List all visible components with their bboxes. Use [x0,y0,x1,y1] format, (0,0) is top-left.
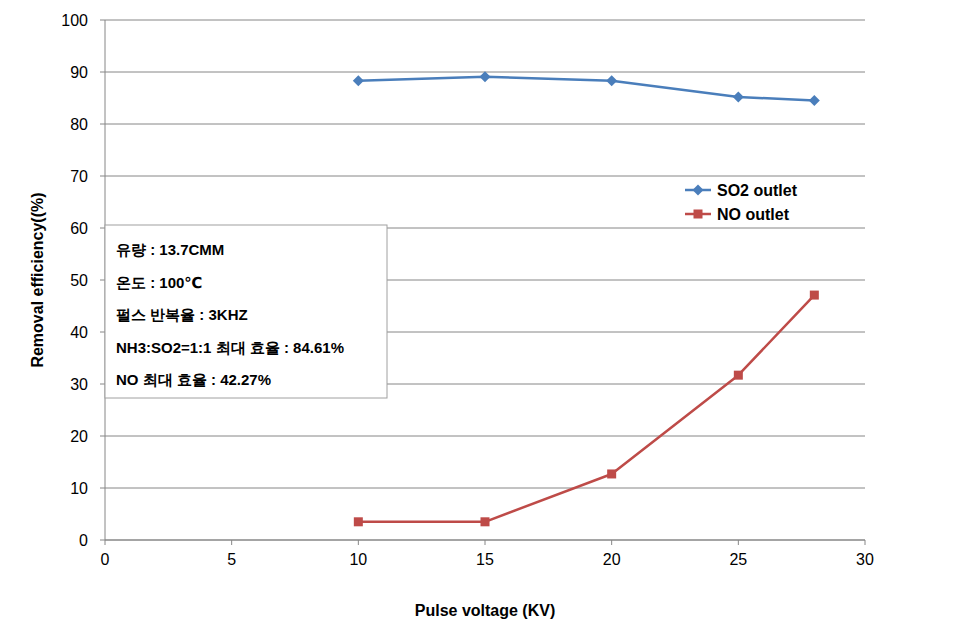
x-tick [358,540,359,545]
y-tick [100,332,105,333]
grid-line [105,124,865,125]
series-marker [353,75,364,86]
y-tick-label: 10 [70,480,88,497]
y-tick [100,280,105,281]
plot-marks [353,71,820,526]
y-tick-label: 20 [70,428,88,445]
y-tick-label: 90 [70,64,88,81]
x-axis-label: Pulse voltage (KV) [415,602,555,619]
annotation-text: 유량 : 13.7CMM [116,241,224,258]
x-tick-label: 30 [856,551,874,568]
y-tick [100,20,105,21]
y-tick [100,540,105,541]
y-tick-label: 100 [61,12,88,29]
grid-line [105,436,865,437]
chart: 0 10 20 30 40 50 60 70 80 90 100 0 5 10 15 20 25 30 Pulse … [0,0,980,641]
y-axis-label: Removal efficiency((%) [29,192,46,367]
y-tick [100,124,105,125]
x-tick [611,540,612,545]
annotation-text: 온도 : 100℃ [116,274,203,291]
grid-line [105,488,865,489]
series-marker [354,517,363,526]
x-tick [231,540,232,545]
x-tick-label: 25 [729,551,747,568]
y-tick-label: 30 [70,376,88,393]
y-tick-label: 70 [70,168,88,185]
annotation-frame [105,225,387,398]
annotation-text: 펄스 반복율 : 3KHZ [116,306,248,323]
y-tick-label: 0 [79,532,88,549]
y-tick-label: 40 [70,324,88,341]
grid-line [105,176,865,177]
series-marker [809,95,820,106]
series-marker [607,469,616,478]
legend: SO2 outlet NO outlet [685,182,798,223]
x-tick-label: 10 [349,551,367,568]
series-line [358,295,814,522]
background [0,0,980,641]
annotation-box: 유량 : 13.7CMM 온도 : 100℃ 펄스 반복율 : 3KHZ NH3:SO… [105,225,387,398]
x-tick-label: 15 [476,551,494,568]
y-tick-label: 60 [70,220,88,237]
series-marker [606,75,617,86]
series-marker [481,517,490,526]
y-tick-label: 50 [70,272,88,289]
y-tick [100,228,105,229]
legend-marker [694,210,703,219]
legend-label: SO2 outlet [717,182,798,199]
y-tick [100,436,105,437]
y-tick [100,384,105,385]
annotation-text: NH3:SO2=1:1 최대 효율 : 84.61% [116,339,344,356]
series-marker [733,91,744,102]
y-tick [100,176,105,177]
x-tick [105,540,106,545]
y-tick-label: 80 [70,116,88,133]
series-marker [480,71,491,82]
x-axis [105,540,865,541]
x-tick-label: 20 [603,551,621,568]
series-line [358,77,814,101]
x-tick-label: 0 [101,551,110,568]
legend-marker [693,185,704,196]
grid-line [105,20,865,21]
grid-line [105,540,865,541]
legend-label: NO outlet [717,206,790,223]
x-tick [485,540,486,545]
x-tick [738,540,739,545]
series-marker [810,291,819,300]
annotation-text: NO 최대 효율 : 42.27% [116,371,271,388]
y-tick [100,72,105,73]
x-tick [865,540,866,545]
series-marker [734,371,743,380]
x-tick-label: 5 [227,551,236,568]
y-tick [100,488,105,489]
